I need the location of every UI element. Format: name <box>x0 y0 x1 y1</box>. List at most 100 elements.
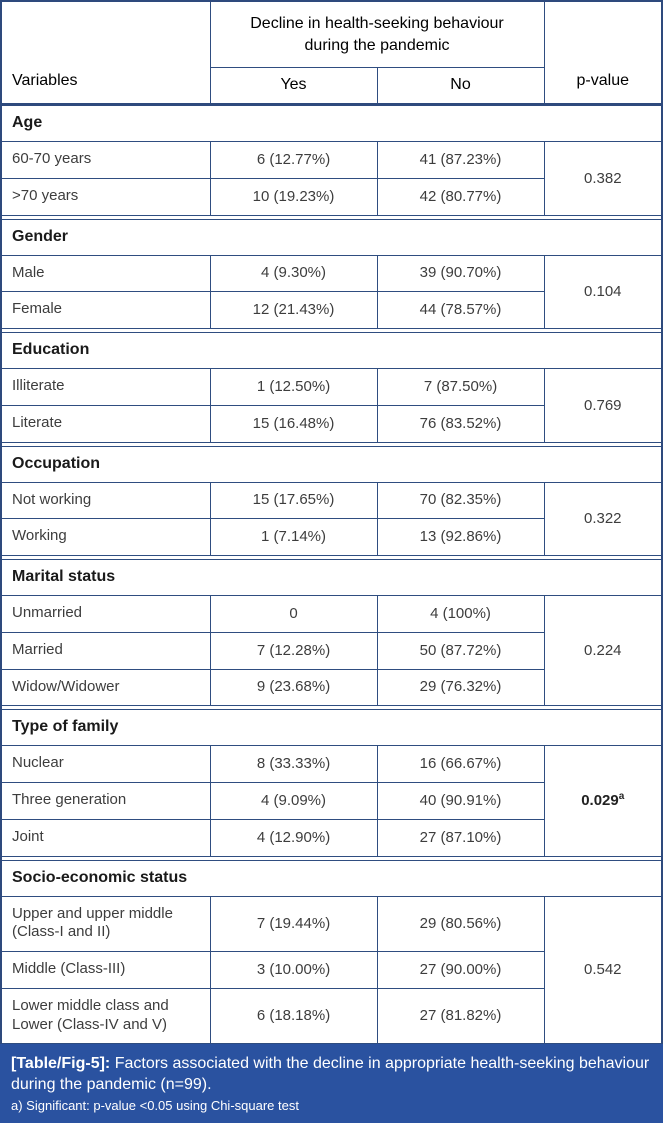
yes-cell: 12 (21.43%) <box>210 291 378 329</box>
significance-superscript: a <box>618 791 625 803</box>
table-row: Middle (Class-III) 3 (10.00%) 27 (90.00%) <box>2 951 661 989</box>
yes-cell: 0 <box>210 595 378 633</box>
no-cell: 4 (100%) <box>377 595 545 633</box>
pvalue-cell: 0.769 <box>544 368 662 442</box>
table-row: >70 years 10 (19.23%) 42 (80.77%) <box>2 177 661 215</box>
variable-cell: Working <box>2 518 211 556</box>
variable-cell: Three generation <box>2 782 211 820</box>
table-row: Nuclear 8 (33.33%) 16 (66.67%) 0.029a <box>2 745 662 856</box>
variable-cell: Upper and upper middle (Class-I and II) <box>2 895 211 952</box>
section-title: Gender <box>2 219 662 256</box>
variable-cell: Unmarried <box>2 595 211 633</box>
group-header: Decline in health-seeking behaviour duri… <box>210 2 545 68</box>
header-row-yesno: Yes No <box>2 67 661 103</box>
no-cell: 29 (76.32%) <box>377 668 545 706</box>
pvalue-header: p-value <box>576 72 629 89</box>
variable-cell: >70 years <box>2 177 211 215</box>
pvalue-cell: 0.029a <box>544 745 662 856</box>
section-title-row: Marital status <box>2 559 662 596</box>
variable-cell: Joint <box>2 818 211 856</box>
no-cell: 29 (80.56%) <box>377 895 545 952</box>
pvalue-cell: 0.322 <box>544 481 662 556</box>
no-cell: 76 (83.52%) <box>377 404 545 442</box>
no-cell: 40 (90.91%) <box>377 782 545 820</box>
table-row: Not working 15 (17.65%) 70 (82.35%) 0.322 <box>2 481 662 556</box>
figure-caption: [Table/Fig-5]: Factors associated with t… <box>11 1053 652 1095</box>
no-cell: 27 (87.10%) <box>377 818 545 856</box>
variable-cell: Literate <box>2 404 211 442</box>
section-title: Education <box>2 332 662 369</box>
section-title-row: Type of family <box>2 709 662 747</box>
section: Type of family Nuclear 8 (33.33%) 16 (66.67… <box>2 709 662 857</box>
no-header: No <box>377 67 545 103</box>
no-cell: 70 (82.35%) <box>377 481 545 519</box>
table-body: Variables Decline in health-seeking beha… <box>0 0 663 1045</box>
table-row: Unmarried 0 4 (100%) 0.224 <box>2 594 662 706</box>
variable-cell: Male <box>2 254 211 292</box>
pvalue-cell: 0.104 <box>544 254 662 329</box>
no-cell: 27 (90.00%) <box>377 951 545 989</box>
section-title-row: Age <box>2 106 662 142</box>
table-header: Variables Decline in health-seeking beha… <box>2 2 661 106</box>
variables-header: Variables <box>2 2 211 103</box>
table-row: Married 7 (12.28%) 50 (87.72%) <box>2 631 661 669</box>
yes-cell: 4 (12.90%) <box>210 818 378 856</box>
section-table: Socio-economic status Upper and upper mid… <box>2 859 662 1045</box>
section-title-row: Education <box>2 332 662 369</box>
section-title: Occupation <box>2 446 662 483</box>
table-row: Illiterate 1 (12.50%) 7 (87.50%) 0.769 <box>2 368 662 442</box>
section: Socio-economic status Upper and upper mid… <box>2 859 662 1045</box>
section-table: Education Illiterate 1 (12.50%) 7 (87.50%) 0… <box>2 332 662 443</box>
caption-bar: [Table/Fig-5]: Factors associated with t… <box>0 1044 663 1123</box>
variable-cell: Not working <box>2 481 211 519</box>
section-title-row: Occupation <box>2 446 662 483</box>
yes-cell: 4 (9.30%) <box>210 254 378 292</box>
no-cell: 42 (80.77%) <box>377 177 545 215</box>
variable-cell: Lower middle class and Lower (Class-IV a… <box>2 987 211 1044</box>
pvalue-cell: 0.224 <box>544 594 662 706</box>
header-row-group: Variables Decline in health-seeking beha… <box>2 2 661 103</box>
section-title: Type of family <box>2 709 662 747</box>
yes-cell: 7 (19.44%) <box>210 895 378 952</box>
section: Marital status Unmarried 0 4 (100%) 0.224 Mar… <box>2 559 662 707</box>
yes-cell: 6 (18.18%) <box>210 987 378 1044</box>
yes-cell: 4 (9.09%) <box>210 782 378 820</box>
table-row: Female 12 (21.43%) 44 (78.57%) <box>2 291 661 329</box>
no-cell: 44 (78.57%) <box>377 291 545 329</box>
yes-cell: 15 (17.65%) <box>210 481 378 519</box>
table-row: 60-70 years 6 (12.77%) 41 (87.23%) 0.382 <box>2 141 662 215</box>
table-row: Working 1 (7.14%) 13 (92.86%) <box>2 518 661 556</box>
section-table: Marital status Unmarried 0 4 (100%) 0.224 Mar… <box>2 559 662 707</box>
table-row: Male 4 (9.30%) 39 (90.70%) 0.104 <box>2 254 662 329</box>
yes-cell: 1 (7.14%) <box>210 518 378 556</box>
yes-cell: 9 (23.68%) <box>210 668 378 706</box>
no-cell: 50 (87.72%) <box>377 631 545 669</box>
section-title-row: Gender <box>2 219 662 256</box>
variable-cell: Widow/Widower <box>2 668 211 706</box>
no-cell: 39 (90.70%) <box>377 254 545 292</box>
yes-cell: 1 (12.50%) <box>210 368 378 406</box>
section: Gender Male 4 (9.30%) 39 (90.70%) 0.104 Femal… <box>2 218 662 329</box>
yes-cell: 6 (12.77%) <box>210 141 378 179</box>
header-table: Variables Decline in health-seeking beha… <box>2 2 661 103</box>
table-row: Three generation 4 (9.09%) 40 (90.91%) <box>2 782 661 820</box>
variable-cell: Nuclear <box>2 745 211 783</box>
section-title: Socio-economic status <box>2 860 662 897</box>
yes-cell: 3 (10.00%) <box>210 951 378 989</box>
section: Education Illiterate 1 (12.50%) 7 (87.50%) 0… <box>2 332 662 443</box>
no-cell: 16 (66.67%) <box>377 745 545 783</box>
table-row: Upper and upper middle (Class-I and II) 7… <box>2 895 662 1044</box>
variable-cell: Female <box>2 291 211 329</box>
section-table: Age 60-70 years 6 (12.77%) 41 (87.23%) 0.382… <box>2 106 662 216</box>
section-title: Age <box>2 106 662 142</box>
section: Occupation Not working 15 (17.65%) 70 (82.3… <box>2 445 662 556</box>
table-row: Widow/Widower 9 (23.68%) 29 (76.32%) <box>2 668 661 706</box>
pvalue-cell: 0.382 <box>544 141 662 215</box>
no-cell: 27 (81.82%) <box>377 987 545 1044</box>
no-cell: 7 (87.50%) <box>377 368 545 406</box>
variable-cell: Illiterate <box>2 368 211 406</box>
yes-cell: 15 (16.48%) <box>210 404 378 442</box>
table-row: Lower middle class and Lower (Class-IV a… <box>2 987 661 1044</box>
table-row: Literate 15 (16.48%) 76 (83.52%) <box>2 404 661 442</box>
